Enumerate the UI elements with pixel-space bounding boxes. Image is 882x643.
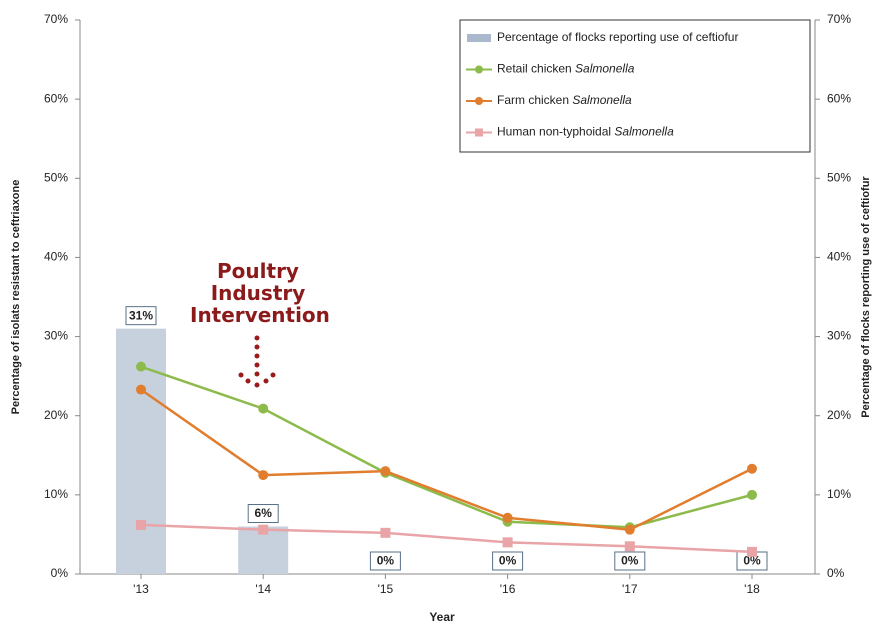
value-label-box	[614, 551, 646, 571]
value-label-box	[247, 504, 279, 524]
marker	[624, 524, 635, 535]
x-tick-label: '13	[133, 582, 149, 596]
legend-marker	[475, 65, 483, 74]
marker	[502, 512, 513, 523]
marker	[136, 519, 146, 530]
y-axis-label: Percentage of isolats resistant to ceftr…	[10, 180, 22, 415]
y-tick-label: 60%	[44, 91, 68, 105]
annotation: Poultry Industry Intervention	[190, 259, 330, 327]
x-axis-label: Year	[429, 610, 455, 624]
legend-box	[459, 19, 811, 153]
marker	[380, 466, 391, 477]
marker	[136, 384, 146, 395]
x-tick-label: '14	[255, 582, 271, 596]
legend-label: Human non-typhoidal Salmonella	[497, 125, 674, 139]
marker	[747, 463, 757, 474]
y-tick-label: 0%	[51, 566, 69, 580]
legend-marker	[475, 128, 483, 137]
y2-tick-label: 20%	[827, 408, 851, 422]
marker	[747, 489, 757, 500]
intervention-arrow	[238, 335, 276, 388]
y-tick-label: 70%	[44, 12, 68, 26]
value-label-box	[492, 551, 524, 571]
value-label-box	[125, 306, 157, 326]
marker	[258, 524, 269, 535]
value-label: 31%	[129, 308, 153, 322]
value-label-box	[369, 551, 401, 571]
y2-tick-label: 50%	[827, 170, 851, 184]
marker	[258, 470, 269, 481]
marker	[502, 537, 513, 548]
legend-label: Farm chicken Salmonella	[497, 93, 632, 107]
x-tick-label: '16	[500, 582, 516, 596]
value-label: 0%	[377, 554, 395, 568]
y-tick-label: 10%	[44, 487, 68, 501]
y-tick-label: 30%	[44, 329, 68, 343]
legend-swatch	[467, 34, 491, 42]
y2-tick-label: 0%	[827, 566, 845, 580]
x-tick-label: '15	[378, 582, 394, 596]
y-tick-label: 20%	[44, 408, 68, 422]
legend-label: Percentage of flocks reporting use of ce…	[497, 30, 738, 44]
line	[140, 523, 753, 554]
line	[140, 365, 753, 529]
y-tick-label: 40%	[44, 250, 68, 264]
y2-tick-label: 30%	[827, 329, 851, 343]
marker	[258, 403, 269, 414]
marker	[380, 527, 391, 538]
marker	[747, 546, 757, 557]
y-tick-label: 50%	[44, 170, 68, 184]
marker	[624, 541, 635, 552]
y2-tick-label: 40%	[827, 250, 851, 264]
x-tick-label: '18	[744, 582, 760, 596]
x-tick-label: '17	[622, 582, 638, 596]
value-label: 0%	[621, 554, 639, 568]
y2-axis-label: Percentage of flocks reporting use of ce…	[860, 176, 872, 418]
y2-tick-label: 70%	[827, 12, 851, 26]
line	[140, 388, 753, 531]
legend-marker	[475, 97, 483, 105]
value-label: 0%	[743, 554, 761, 568]
y2-tick-label: 60%	[827, 91, 851, 105]
value-label: 6%	[255, 506, 273, 520]
value-label: 0%	[499, 554, 517, 568]
y2-tick-label: 10%	[827, 487, 851, 501]
marker	[136, 361, 146, 372]
legend-label: Retail chicken Salmonella	[497, 62, 635, 76]
